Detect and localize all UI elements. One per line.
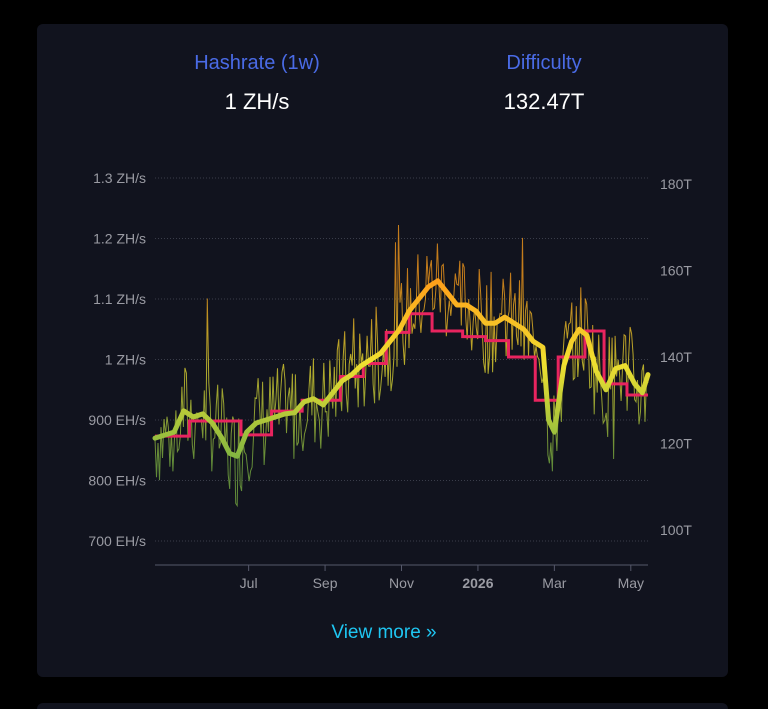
right-axis-tick-label: 160T [660,263,692,279]
right-axis-tick-label: 100T [660,522,692,538]
left-axis-tick-label: 1.1 ZH/s [93,291,146,307]
left-axis-tick-label: 1 ZH/s [105,352,146,368]
difficulty-step-line [155,312,648,438]
left-axis-tick-label: 900 EH/s [88,412,146,428]
hashrate-1w-line [152,278,651,459]
left-axis-tick-label: 1.2 ZH/s [93,231,146,247]
x-axis-tick-label: Jul [240,575,258,591]
left-axis-tick-label: 800 EH/s [88,473,146,489]
left-axis-tick-label: 700 EH/s [88,533,146,549]
x-axis-tick-label: Mar [542,575,566,591]
hashrate-stat: Hashrate (1w) 1 ZH/s [137,52,377,115]
x-axis-tick-label: Nov [389,575,414,591]
hashrate-label: Hashrate (1w) [194,52,320,74]
x-axis-tick-label: Sep [313,575,338,591]
hashrate-daily-line [154,224,649,508]
difficulty-stat: Difficulty 132.47T [424,52,664,115]
x-axis-tick-label: May [618,575,644,591]
difficulty-value: 132.47T [503,89,585,114]
right-axis-tick-label: 180T [660,176,692,192]
right-axis-tick-label: 140T [660,349,692,365]
next-card-edge [37,703,728,709]
x-axis-tick-label: 2026 [462,575,493,591]
right-axis-tick-label: 120T [660,436,692,452]
difficulty-label: Difficulty [506,52,582,74]
left-axis-tick-label: 1.3 ZH/s [93,170,146,186]
view-more-link[interactable]: View more » [331,622,437,643]
hashrate-value: 1 ZH/s [224,89,290,114]
